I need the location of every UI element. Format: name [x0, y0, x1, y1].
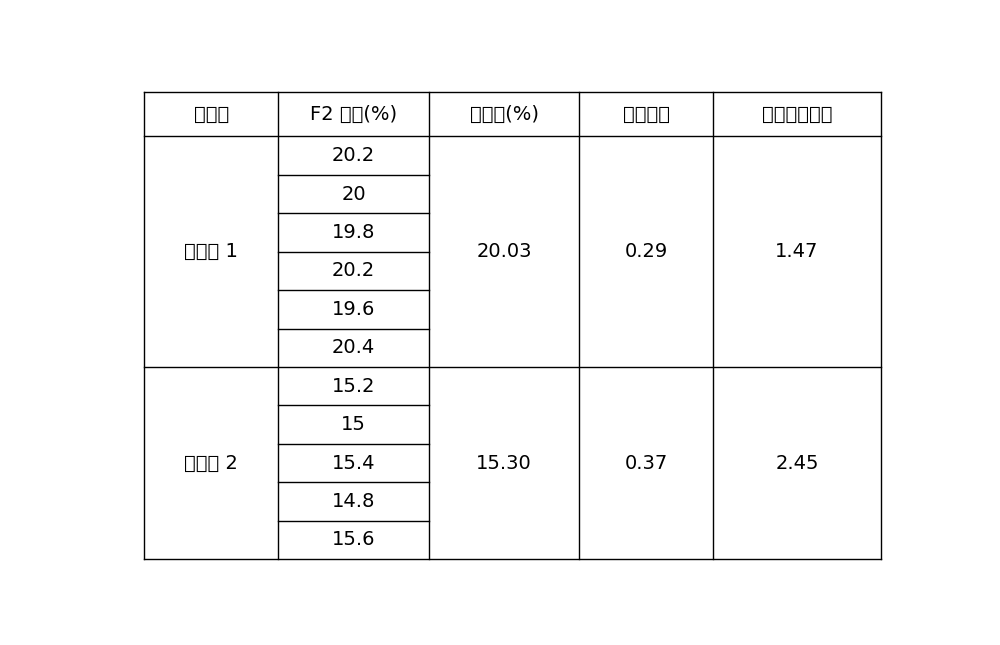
Text: 实施例 1: 实施例 1 — [184, 243, 238, 261]
Text: 20.4: 20.4 — [332, 339, 375, 357]
Text: 15.6: 15.6 — [332, 530, 375, 550]
Text: 15.30: 15.30 — [476, 453, 532, 473]
Text: 2.45: 2.45 — [775, 453, 819, 473]
Text: 0.29: 0.29 — [625, 243, 668, 261]
Text: 19.8: 19.8 — [332, 223, 375, 242]
Text: 标准偏差: 标准偏差 — [623, 105, 670, 124]
Text: 14.8: 14.8 — [332, 492, 375, 511]
Text: F2 含量(%): F2 含量(%) — [310, 105, 397, 124]
Text: 相对标准偏差: 相对标准偏差 — [762, 105, 832, 124]
Text: 15: 15 — [341, 415, 366, 434]
Text: 20.2: 20.2 — [332, 146, 375, 165]
Text: 平均值(%): 平均值(%) — [470, 105, 539, 124]
Text: 1.47: 1.47 — [775, 243, 819, 261]
Text: 15.4: 15.4 — [332, 453, 375, 473]
Text: 15.2: 15.2 — [332, 377, 375, 396]
Text: 实施例 2: 实施例 2 — [184, 453, 238, 473]
Text: 20: 20 — [341, 184, 366, 204]
Text: 0.37: 0.37 — [625, 453, 668, 473]
Text: 样品号: 样品号 — [194, 105, 229, 124]
Text: 20.2: 20.2 — [332, 261, 375, 281]
Text: 20.03: 20.03 — [476, 243, 532, 261]
Text: 19.6: 19.6 — [332, 300, 375, 319]
